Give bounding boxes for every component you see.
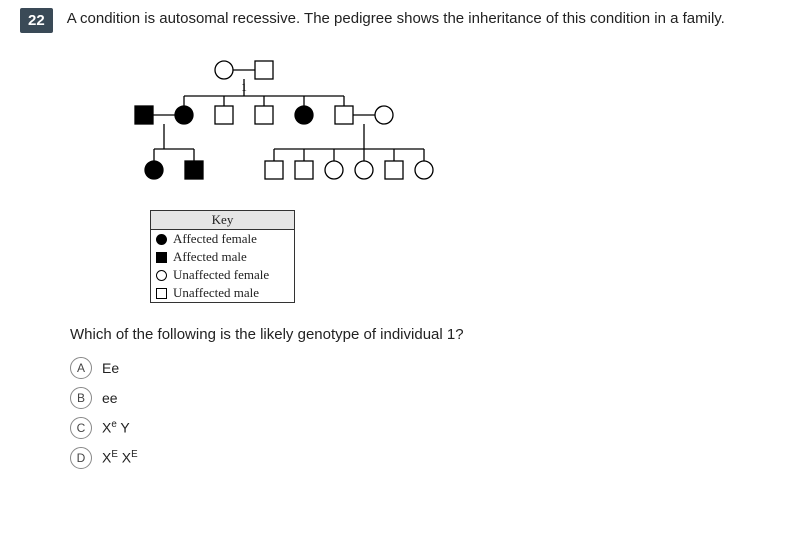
option-d[interactable]: D XE XE: [70, 447, 780, 469]
option-text: Xe Y: [102, 419, 130, 436]
legend-row-unaffected-female: Unaffected female: [151, 266, 294, 284]
legend-heading: Key: [151, 211, 294, 230]
answer-options: A Ee B ee C Xe Y D XE XE: [70, 357, 780, 469]
legend-label: Unaffected male: [173, 285, 259, 301]
affected-male-icon: [156, 252, 167, 263]
sub-question: Which of the following is the likely gen…: [70, 326, 780, 343]
option-a[interactable]: A Ee: [70, 357, 780, 379]
option-letter: C: [70, 417, 92, 439]
option-text: Ee: [102, 360, 119, 376]
pedigree-svg: 1: [130, 51, 440, 191]
option-text: XE XE: [102, 449, 138, 466]
legend-row-unaffected-male: Unaffected male: [151, 284, 294, 302]
unaffected-female-icon: [156, 270, 167, 281]
unaffected-male-icon: [156, 288, 167, 299]
option-b[interactable]: B ee: [70, 387, 780, 409]
option-text: ee: [102, 390, 118, 406]
pedigree-figure: 1: [130, 51, 780, 196]
legend-label: Unaffected female: [173, 267, 269, 283]
question-number: 22: [20, 8, 53, 33]
legend-row-affected-male: Affected male: [151, 248, 294, 266]
option-letter: B: [70, 387, 92, 409]
legend-key: Key Affected female Affected male Unaffe…: [150, 210, 295, 303]
legend-label: Affected male: [173, 249, 247, 265]
option-letter: A: [70, 357, 92, 379]
affected-female-icon: [156, 234, 167, 245]
legend-label: Affected female: [173, 231, 257, 247]
legend-row-affected-female: Affected female: [151, 230, 294, 248]
question-prompt: A condition is autosomal recessive. The …: [67, 8, 725, 29]
option-c[interactable]: C Xe Y: [70, 417, 780, 439]
option-letter: D: [70, 447, 92, 469]
